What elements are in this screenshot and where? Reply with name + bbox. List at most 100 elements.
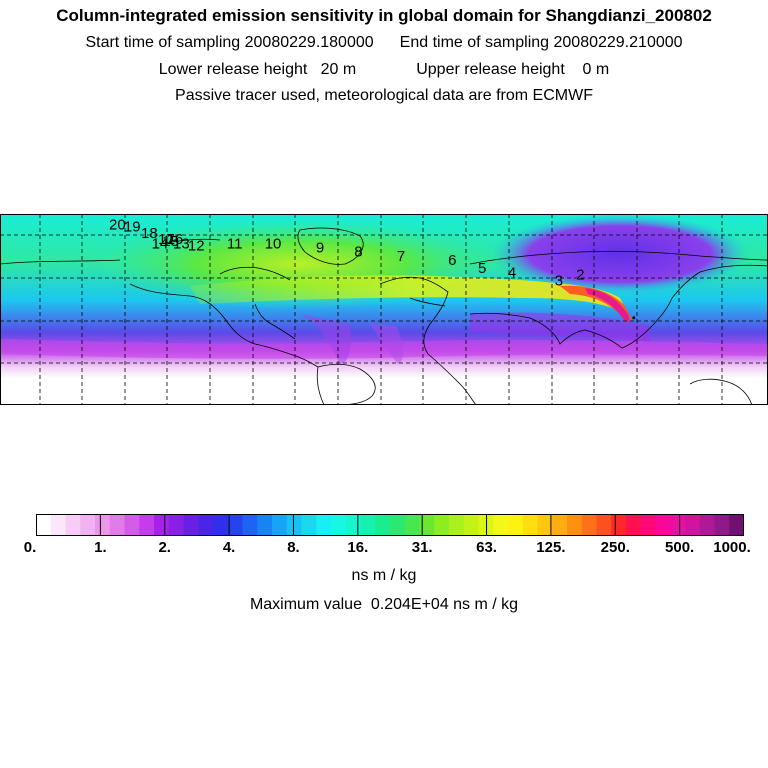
trajectory-label: 2	[576, 266, 584, 283]
release-site-marker	[632, 316, 636, 320]
colorbar-cell	[345, 514, 361, 536]
plot-title: Column-integrated emission sensitivity i…	[56, 6, 712, 25]
trajectory-label: 3	[555, 273, 563, 290]
end-time: End time of sampling 20080229.210000	[399, 34, 683, 51]
colorbar-cell	[198, 514, 214, 536]
trajectory-label: 19	[124, 219, 141, 236]
siberia-low-region	[490, 214, 750, 294]
colorbar-cell	[316, 514, 332, 536]
plume-core	[560, 285, 632, 322]
colorbar-cell	[36, 514, 52, 536]
colorbar-tick-label: 0.	[23, 539, 37, 556]
colorbar-cell	[331, 514, 347, 536]
trajectory-label: 15	[162, 233, 179, 250]
tracer-note: Passive tracer used, meteorological data…	[175, 87, 593, 104]
colorbar-cell	[552, 514, 568, 536]
colorbar-cell	[168, 514, 184, 536]
colorbar-cell	[685, 514, 701, 536]
colorbar-cells	[36, 514, 744, 536]
trajectory-label: 12	[188, 237, 205, 254]
colorbar-cell	[699, 514, 715, 536]
trajectory-label: 10	[265, 235, 282, 252]
colorbar-cell	[227, 514, 243, 536]
colorbar-tick-label: 500.	[665, 539, 695, 556]
colorbar-tick-label: 31.	[411, 539, 433, 556]
colorbar-tick-label: 8.	[287, 539, 300, 556]
colorbar-cell	[581, 514, 597, 536]
colorbar-cell	[257, 514, 273, 536]
atlantic-purple-tongue	[370, 324, 404, 364]
colorbar-cell	[80, 514, 96, 536]
equatorial-purple-band	[0, 339, 768, 359]
trajectory-label: 4	[508, 264, 516, 281]
colorbar-cell	[626, 514, 642, 536]
arctic-coast	[0, 238, 768, 265]
coastlines	[0, 227, 768, 405]
greenland-coast	[297, 227, 364, 265]
colorbar-cell	[493, 514, 509, 536]
colorbar-cell	[124, 514, 140, 536]
colorbar-cell	[537, 514, 553, 536]
colorbar-tick-label: 1000.	[713, 539, 751, 556]
trajectory-label: 14	[152, 235, 169, 252]
lower-release-height: Lower release height 20 m	[158, 61, 357, 78]
maximum-value: Maximum value 0.204E+04 ns m / kg	[249, 596, 519, 613]
australia-coast	[689, 378, 753, 405]
colorbar-cell	[567, 514, 583, 536]
release-heights: Lower release height 20 m Upper release h…	[0, 61, 768, 79]
colorbar-units: ns m / kg	[351, 567, 417, 584]
colorbar-cell	[655, 514, 671, 536]
colorbar-dividers	[99, 514, 681, 536]
start-time: Start time of sampling 20080229.180000	[85, 34, 374, 51]
trajectory-label: 8	[354, 244, 362, 261]
plume-peak	[585, 288, 630, 322]
trajectory-label: 13	[173, 235, 190, 252]
colorbar-cell	[640, 514, 656, 536]
colorbar-cell	[714, 514, 730, 536]
colorbar-cell	[508, 514, 524, 536]
colorbar-tick-label: 1.	[94, 539, 107, 556]
colorbar-tick-label: 125.	[536, 539, 566, 556]
colorbar-cell	[183, 514, 199, 536]
colorbar-cell	[242, 514, 258, 536]
plume-band	[190, 275, 628, 314]
trajectory-label: 16	[167, 231, 184, 248]
colorbar-cell	[139, 514, 155, 536]
colorbar-tick-label: 2.	[158, 539, 171, 556]
colorbar-cell	[286, 514, 302, 536]
asia-coast	[469, 264, 768, 349]
colorbar-cell	[404, 514, 420, 536]
colorbar-frame	[36, 514, 744, 536]
colorbar-cell	[375, 514, 391, 536]
colorbar-cell	[670, 514, 686, 536]
trajectory-label: 17	[158, 231, 175, 248]
colorbar-tick-label: 16.	[347, 539, 369, 556]
grid-lines	[0, 214, 768, 405]
colorbar-cell	[301, 514, 317, 536]
colorbar-cell	[449, 514, 465, 536]
colorbar-tick-label: 63.	[476, 539, 497, 556]
colorbar-tick-label: 4.	[222, 539, 236, 556]
colorbar-cell	[213, 514, 229, 536]
colorbar-cell	[729, 514, 744, 536]
colorbar-cell	[596, 514, 612, 536]
trajectory-label: 7	[397, 248, 405, 265]
trajectory-label: 20	[109, 217, 126, 234]
colorbar-cell	[522, 514, 538, 536]
colorbar-cell	[109, 514, 125, 536]
trajectory-label: 11	[227, 235, 243, 252]
colorbar-cell	[390, 514, 406, 536]
colorbar-cell	[154, 514, 170, 536]
sampling-times: Start time of sampling 20080229.180000 En…	[0, 34, 768, 52]
colorbar-cell	[95, 514, 111, 536]
trajectory-label: 5	[478, 260, 486, 277]
colorbar-cell	[611, 514, 627, 536]
colorbar-cell	[50, 514, 66, 536]
colorbar-cell	[434, 514, 450, 536]
colorbar-cell	[463, 514, 479, 536]
colorbar-cell	[360, 514, 376, 536]
trajectory-label: 9	[316, 239, 324, 256]
colorbar-tick-label: 250.	[600, 539, 630, 556]
